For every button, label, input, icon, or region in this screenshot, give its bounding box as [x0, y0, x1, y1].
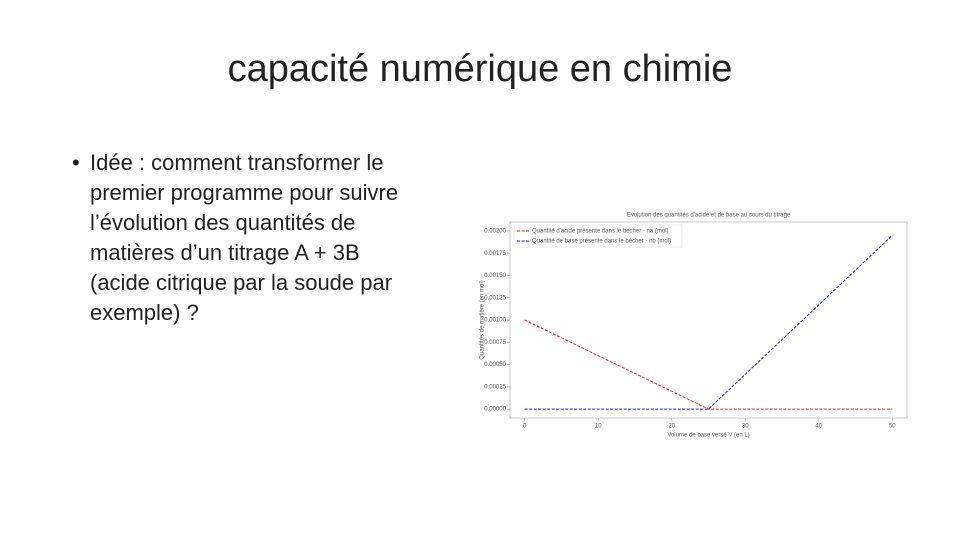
y-tick-label: 0.00125	[484, 295, 506, 301]
y-tick-label: 0.00075	[484, 340, 506, 346]
y-tick-label: 0.00175	[484, 251, 506, 257]
chart-title: Evolution des quantités d'acide et de ba…	[627, 213, 791, 219]
x-tick-label: 50	[889, 424, 896, 430]
bullet-line: exemple) ?	[90, 300, 199, 325]
x-tick-label: 30	[742, 424, 749, 430]
bullet-line: Idée : comment transformer le	[72, 148, 398, 178]
x-tick-label: 20	[668, 424, 675, 430]
x-tick-label: 10	[595, 424, 602, 430]
legend-label: Quantité d'acide présente dans le bécher…	[532, 229, 669, 235]
series-line	[524, 319, 893, 410]
bullet-line: premier programme pour suivre	[90, 180, 399, 205]
legend-label: Quantité de base présente dans le bécher…	[532, 239, 671, 245]
bullet-line: (acide citrique par la soude par	[90, 270, 393, 295]
y-tick-label: 0.00100	[484, 318, 506, 324]
series-line	[524, 235, 893, 410]
y-tick-label: 0.00150	[484, 273, 506, 279]
slide-title: capacité numérique en chimie	[227, 48, 733, 90]
x-tick-label: 40	[815, 424, 822, 430]
legend-box	[513, 224, 683, 248]
x-tick-label: 0	[523, 424, 527, 430]
y-tick-label: 0.00025	[484, 384, 506, 390]
y-tick-label: 0.00050	[484, 362, 506, 368]
y-tick-label: 0.00200	[484, 228, 506, 234]
bullet-line: matières d’un titrage A + 3B	[90, 240, 360, 265]
x-axis-label: Volume de base versé V (en L)	[667, 433, 749, 439]
plot-frame	[509, 221, 908, 419]
bullet-line: l’évolution des quantités de	[90, 210, 356, 235]
y-tick-label: 0.00000	[484, 407, 506, 413]
y-axis-label: Quantités de matière (en mol)	[480, 280, 486, 359]
chart: Evolution des quantités d'acide et de ba…	[480, 213, 908, 439]
